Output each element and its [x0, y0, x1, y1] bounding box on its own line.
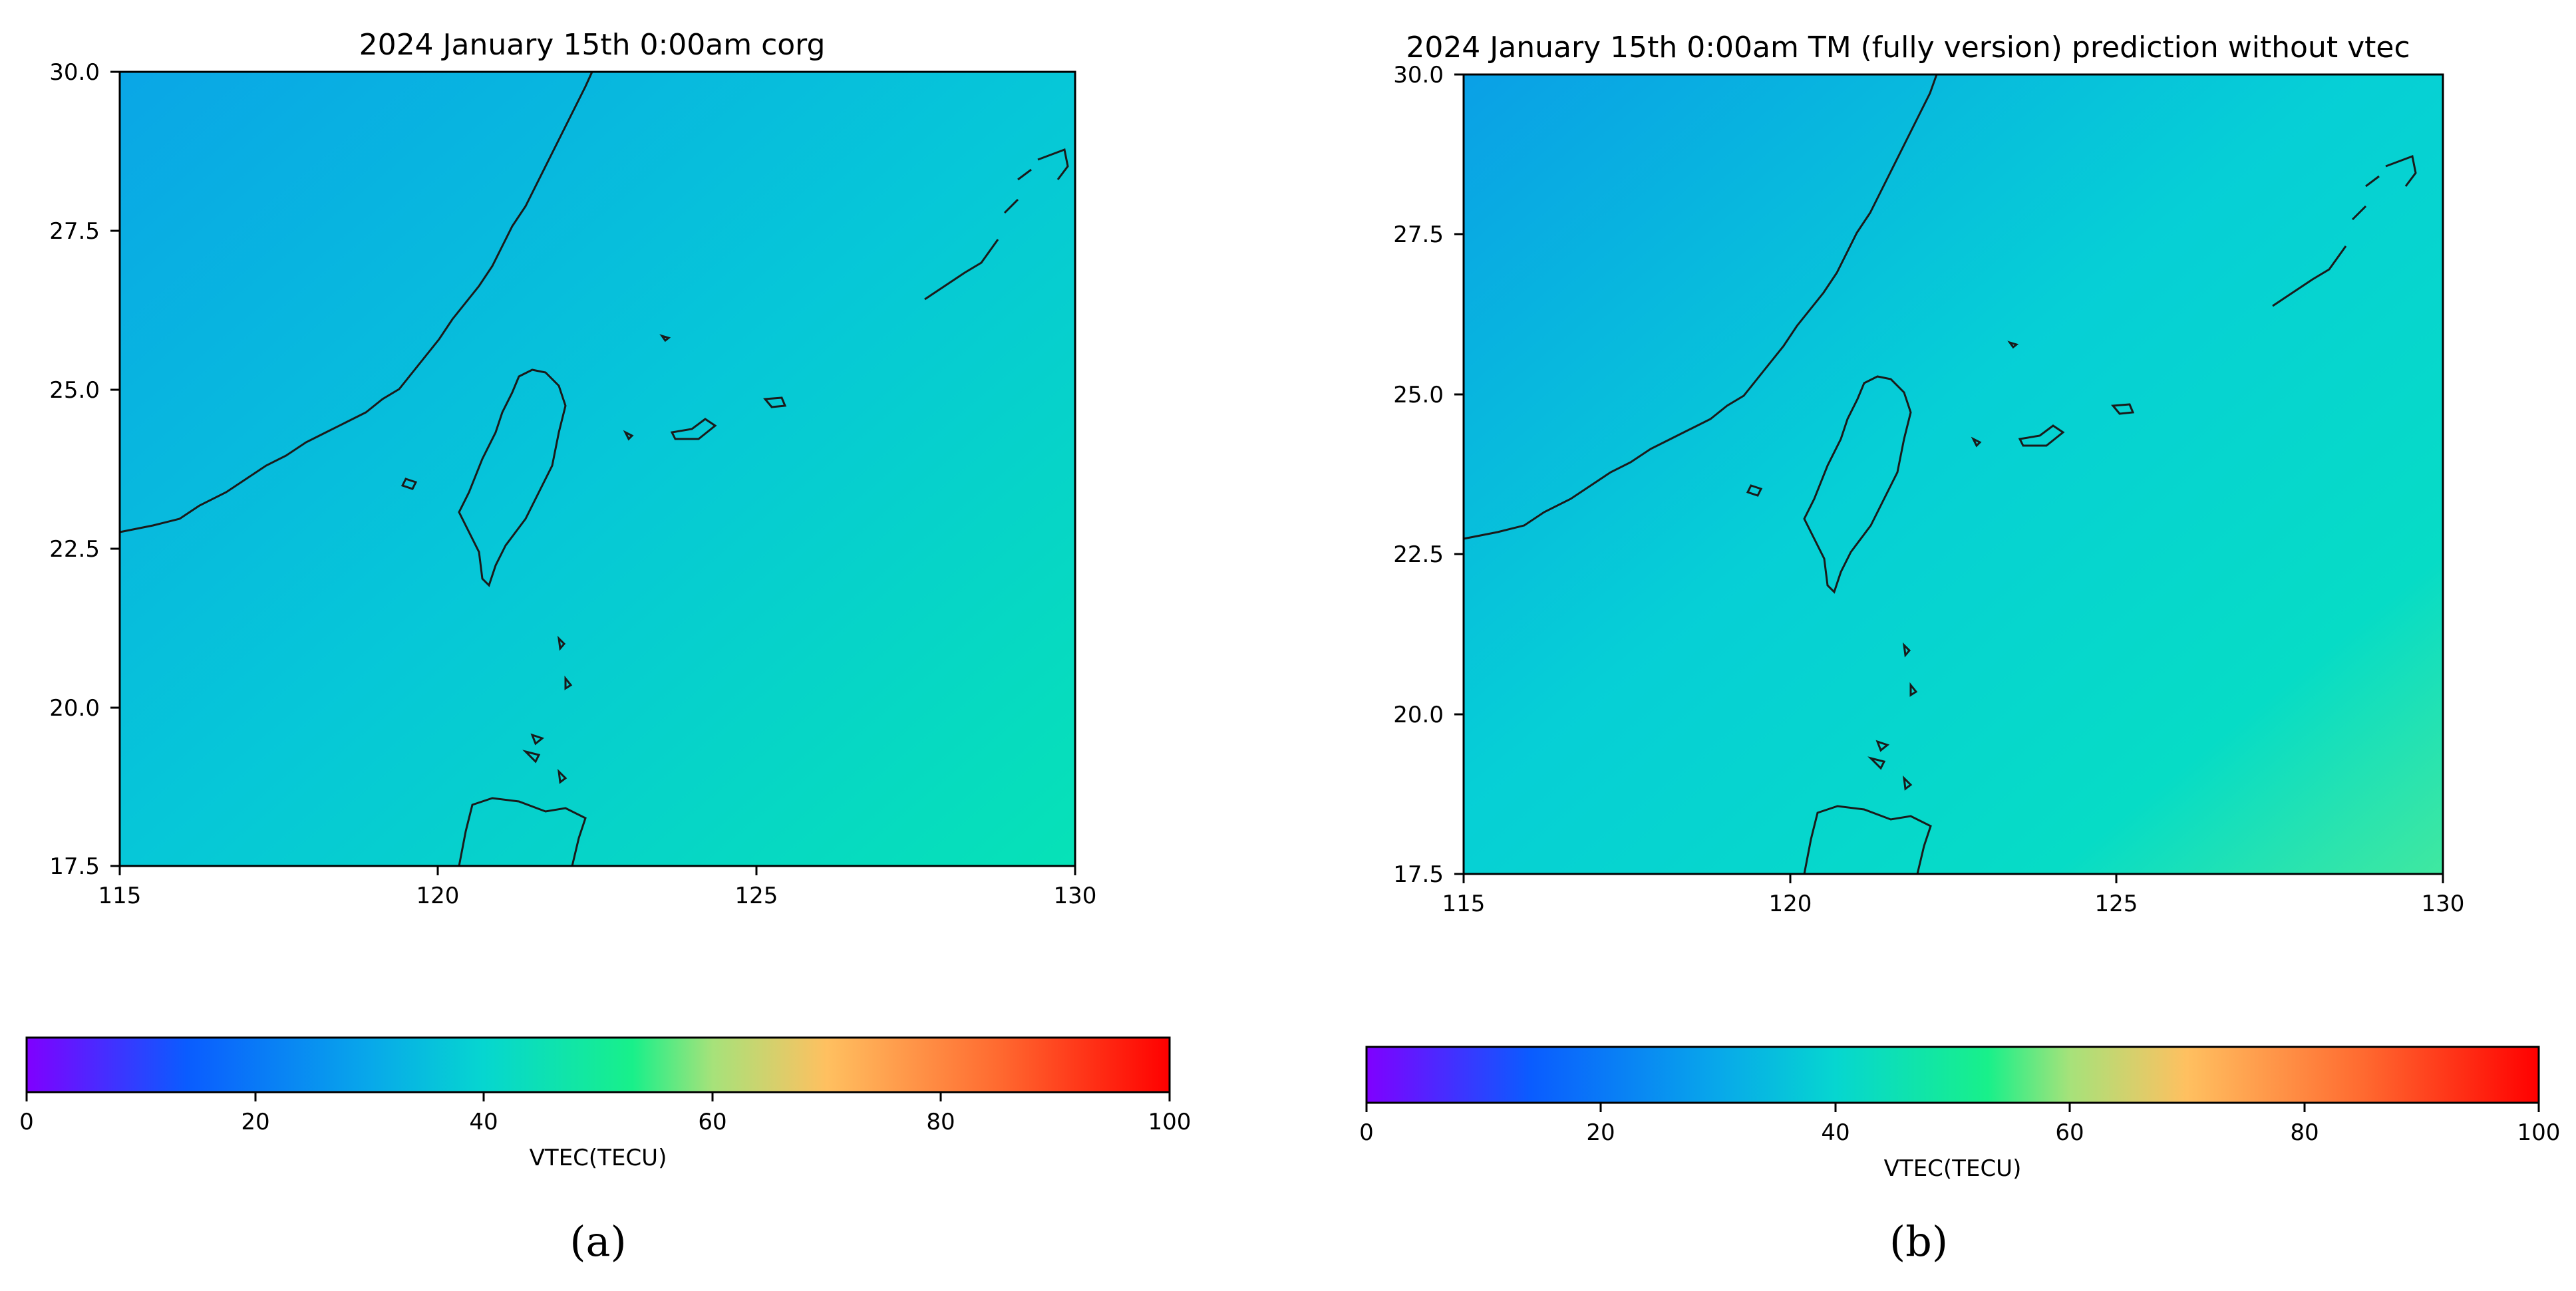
colorbar-tick: 60: [698, 1109, 726, 1135]
coastline-luzon: [458, 797, 587, 867]
x-axis: 115 120 125 130: [98, 866, 1097, 909]
y-tick-label: 27.5: [1393, 221, 1444, 248]
y-tick-label: 25.0: [49, 377, 100, 404]
colorbar: 0 20 40 60 80 100 VTEC(TECU): [19, 1036, 1192, 1171]
coastline-yaeyama: [670, 396, 787, 440]
colorbar-gradient: [25, 1036, 1171, 1093]
colorbar-label: VTEC(TECU): [530, 1145, 667, 1171]
colorbar-tick: 100: [2517, 1119, 2561, 1146]
y-tick-label: 17.5: [49, 853, 100, 880]
panel-a-figure: 2024 January 15th 0:00am corg 30.0: [19, 28, 1192, 1266]
map-plot-area: [118, 71, 1076, 867]
panel-caption: (a): [569, 1217, 626, 1266]
coastline-taiwan: [1803, 375, 1912, 594]
coastline-islets: [1746, 341, 2019, 791]
x-tick-label: 130: [2422, 891, 2465, 917]
coastline-china: [119, 71, 593, 533]
x-tick-label: 120: [1769, 891, 1812, 917]
y-tick-label: 30.0: [1393, 62, 1444, 88]
panel-a: 2024 January 15th 0:00am corg 30.0: [19, 28, 1192, 1266]
coastline-taiwan: [458, 368, 567, 587]
y-tick-label: 20.0: [49, 695, 100, 722]
y-axis: 30.0 27.5 25.0 22.5 20.0 17.5: [1393, 62, 1464, 888]
map-plot-area: [1462, 73, 2444, 875]
panel-caption: (b): [1889, 1217, 1948, 1266]
colorbar-tick: 100: [1148, 1109, 1192, 1135]
y-tick-label: 17.5: [1393, 861, 1444, 888]
vtec-field: [120, 72, 1075, 866]
map-frame: [1462, 73, 2444, 875]
panel-b: 2024 January 15th 0:00am TM (fully versi…: [1288, 0, 2576, 1291]
colorbar-tick: 0: [19, 1109, 34, 1135]
colorbar-tick: 0: [1359, 1119, 1374, 1146]
y-tick-label: 25.0: [1393, 382, 1444, 408]
y-axis: 30.0 27.5 25.0 22.5 20.0 17.5: [49, 59, 120, 880]
x-axis: 115 120 125 130: [1442, 874, 2465, 917]
x-tick-label: 130: [1054, 883, 1097, 909]
y-tick-label: 22.5: [1393, 541, 1444, 568]
colorbar: 0 20 40 60 80 100 VTEC(TECU): [1359, 1046, 2561, 1182]
panel-b-figure: 2024 January 15th 0:00am TM (fully versi…: [1359, 31, 2561, 1266]
coastline-ryukyu: [924, 148, 1069, 301]
y-tick-label: 22.5: [49, 536, 100, 563]
colorbar-tick: 80: [2290, 1119, 2319, 1146]
coastline-islets: [401, 334, 671, 784]
colorbar-tick: 60: [2055, 1119, 2084, 1146]
y-tick-label: 30.0: [49, 59, 100, 86]
y-tick-label: 27.5: [49, 218, 100, 245]
vtec-field: [1464, 74, 2443, 874]
x-tick-label: 120: [416, 883, 460, 909]
chart-title: 2024 January 15th 0:00am TM (fully versi…: [1406, 31, 2410, 65]
colorbar-tick: 40: [1821, 1119, 1850, 1146]
colorbar-tick: 20: [241, 1109, 269, 1135]
x-tick-label: 125: [735, 883, 778, 909]
colorbar-gradient: [1365, 1046, 2540, 1104]
colorbar-tick: 40: [469, 1109, 498, 1135]
map-frame: [118, 71, 1076, 867]
coastline-luzon: [1803, 805, 1932, 875]
x-tick-label: 115: [1442, 891, 1486, 917]
coastline-china: [1463, 74, 1938, 540]
coastline-ryukyu: [2272, 154, 2417, 307]
colorbar-tick: 80: [926, 1109, 955, 1135]
chart-title: 2024 January 15th 0:00am corg: [359, 28, 826, 62]
colorbar-label: VTEC(TECU): [1884, 1155, 2022, 1182]
x-tick-label: 125: [2095, 891, 2138, 917]
colorbar-tick: 20: [1586, 1119, 1615, 1146]
x-tick-label: 115: [98, 883, 142, 909]
y-tick-label: 20.0: [1393, 702, 1444, 728]
coastline-yaeyama: [2018, 403, 2135, 447]
